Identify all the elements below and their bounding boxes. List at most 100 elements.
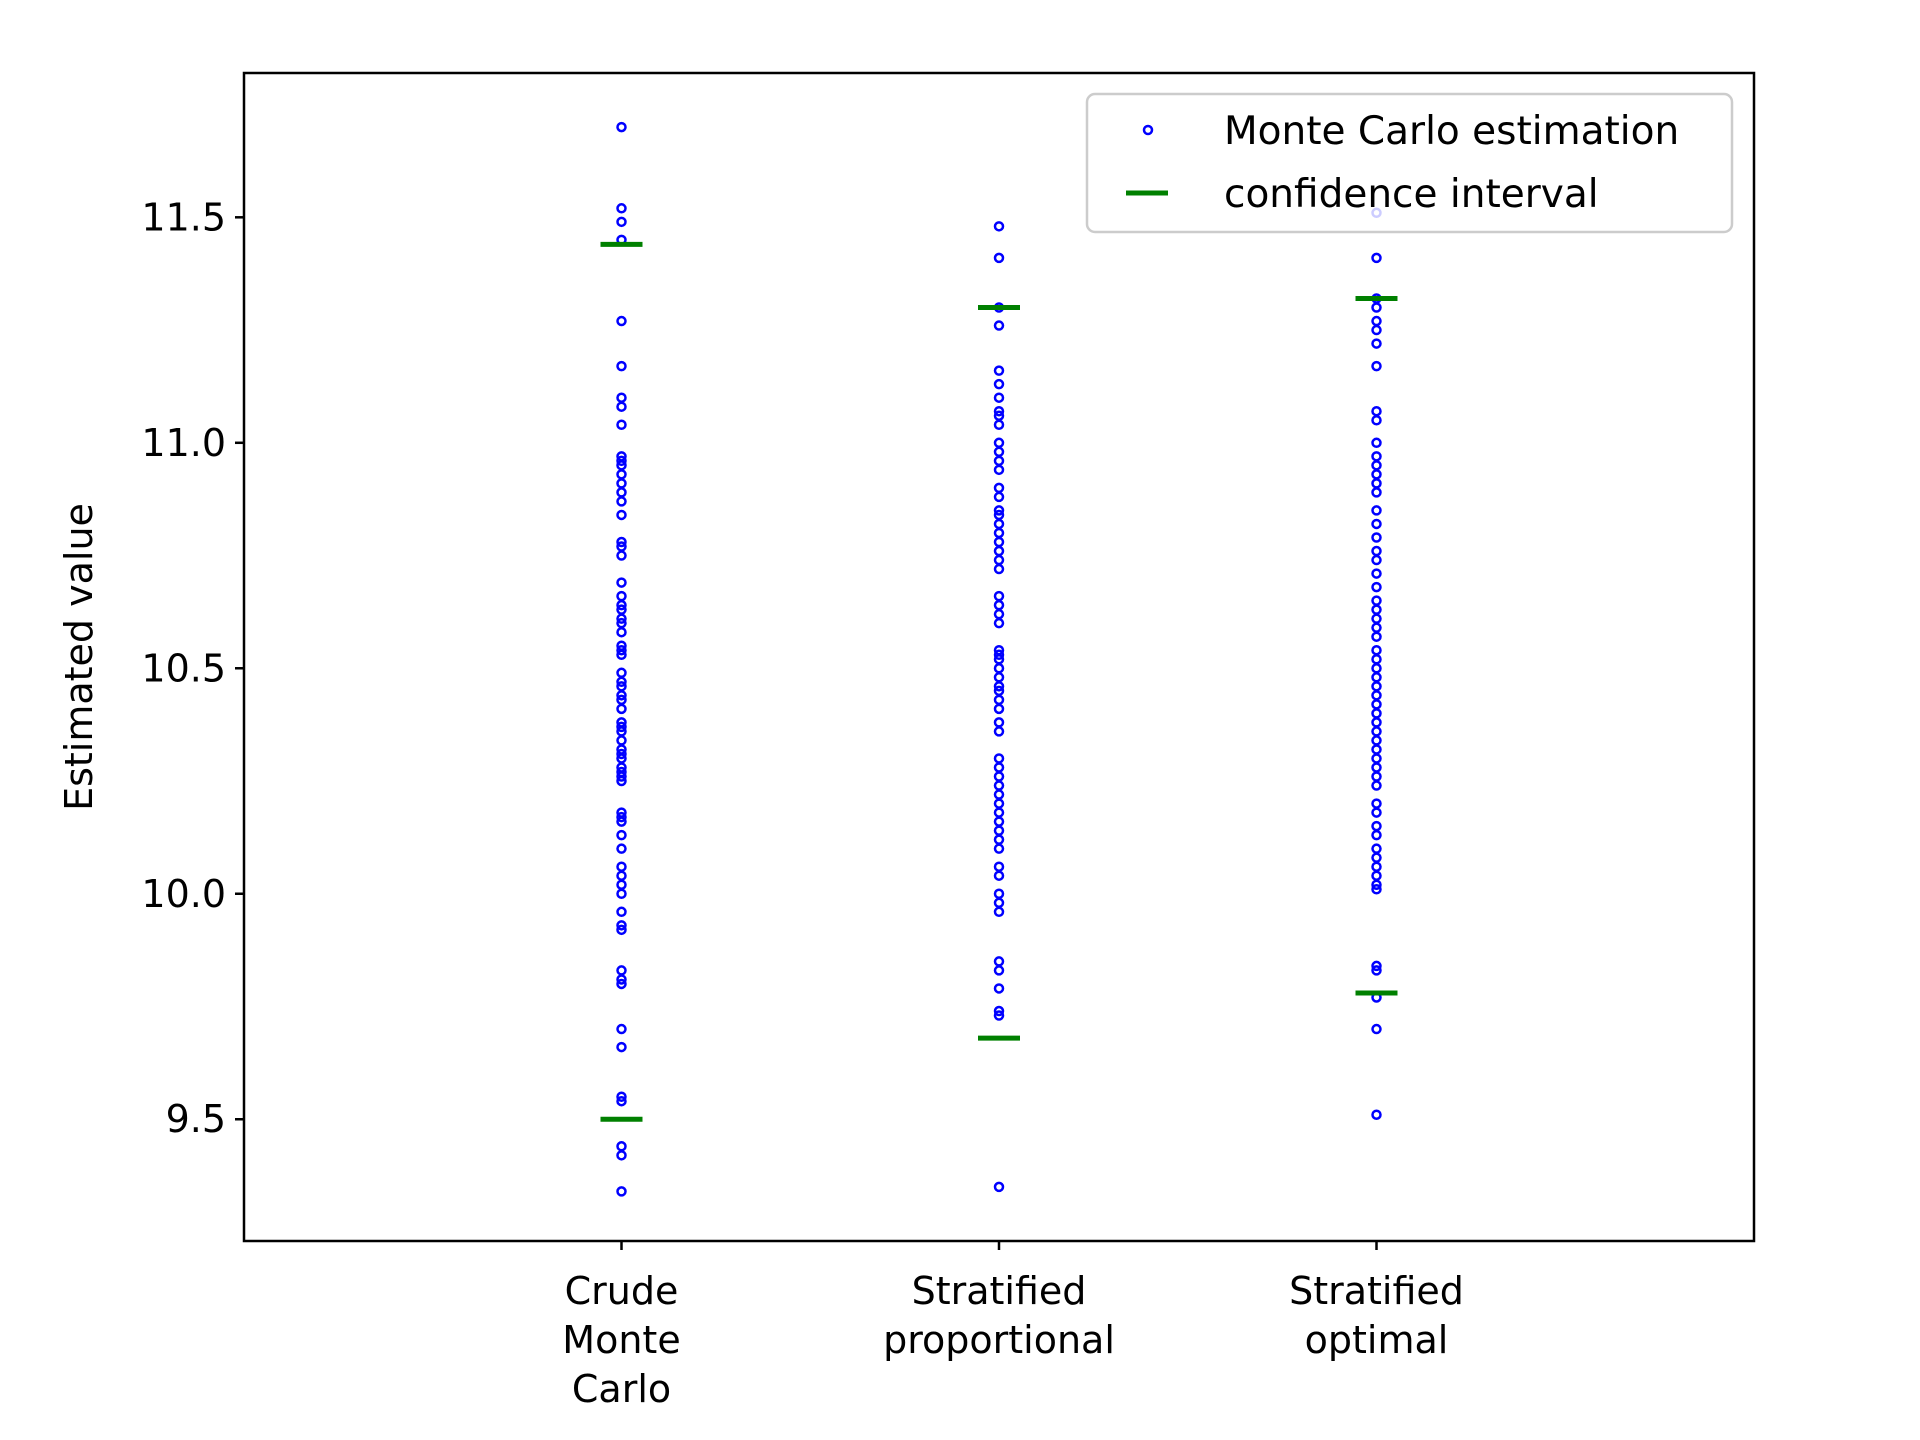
estimate-point — [616, 771, 627, 782]
estimate-point — [1371, 631, 1382, 642]
estimate-point — [616, 843, 627, 854]
estimate-point — [1371, 518, 1382, 530]
estimate-point — [616, 599, 627, 611]
estimate-point — [616, 920, 627, 931]
estimate-point — [993, 1005, 1005, 1017]
estimate-point — [616, 315, 627, 327]
estimate-point — [1371, 780, 1382, 791]
y-tick-label: 10.5 — [141, 646, 226, 690]
estimate-point — [993, 965, 1005, 976]
estimate-point — [616, 1023, 627, 1035]
y-tick-label: 11.5 — [141, 195, 226, 239]
estimate-point — [993, 419, 1005, 431]
estimate-point — [993, 221, 1005, 232]
estimate-point — [1371, 252, 1382, 264]
estimate-point — [616, 1041, 627, 1053]
estimate-point — [993, 1010, 1005, 1021]
estimate-point — [993, 252, 1005, 264]
estimate-point — [1371, 302, 1382, 313]
x-tick-label: Stratified — [1289, 1269, 1464, 1313]
y-tick-label: 11.0 — [141, 421, 226, 465]
x-tick-label: Stratified — [912, 1269, 1087, 1313]
estimate-point — [616, 550, 627, 561]
estimate-point — [1371, 324, 1382, 336]
estimate-point — [616, 1186, 627, 1197]
estimate-point — [1371, 879, 1382, 890]
estimate-point — [616, 721, 627, 733]
estimate-point — [993, 681, 1005, 692]
estimate-point — [993, 726, 1005, 737]
y-tick-label: 9.5 — [166, 1097, 226, 1141]
y-axis-label: Estimated value — [57, 503, 101, 811]
estimate-point — [616, 613, 627, 624]
estimate-point — [993, 843, 1005, 854]
estimate-point — [616, 978, 627, 990]
x-tick-label: Crude — [565, 1269, 679, 1313]
estimate-point — [993, 378, 1005, 390]
estimate-point — [993, 505, 1005, 516]
estimate-point — [1371, 532, 1382, 543]
estimate-point — [616, 775, 627, 787]
estimate-point — [616, 924, 627, 936]
estimate-point — [616, 974, 627, 985]
estimate-point — [616, 644, 627, 656]
legend: Monte Carlo estimation confidence interv… — [1085, 92, 1734, 234]
estimate-point — [1371, 487, 1382, 498]
x-tick-label: proportional — [883, 1318, 1115, 1362]
estimate-point — [616, 509, 627, 521]
estimate-point — [1371, 1023, 1382, 1035]
estimate-point — [616, 360, 627, 372]
estimate-point — [1371, 414, 1382, 426]
estimate-point — [1371, 505, 1382, 516]
y-tick-label: 10.0 — [141, 872, 226, 916]
estimate-point — [616, 1091, 627, 1102]
estimate-point — [993, 1181, 1005, 1193]
estimate-point — [1371, 1109, 1382, 1120]
estimate-point — [1371, 960, 1382, 972]
estimate-point — [616, 906, 627, 918]
estimate-point — [616, 888, 627, 900]
estimate-point — [616, 1095, 627, 1107]
estimate-point — [616, 649, 627, 660]
estimate-point — [993, 464, 1005, 476]
legend-label-estimation: Monte Carlo estimation — [1224, 109, 1679, 154]
estimate-point — [1371, 807, 1382, 818]
estimate-point — [1371, 554, 1382, 566]
estimate-point — [616, 121, 627, 133]
estimate-point — [616, 455, 627, 467]
legend-point-marker — [1142, 124, 1154, 136]
estimate-point — [993, 365, 1005, 376]
estimate-point — [993, 320, 1005, 331]
x-tick-label: Monte — [562, 1318, 680, 1362]
estimate-point — [1371, 581, 1382, 593]
estimate-point — [993, 563, 1005, 575]
data-marks — [600, 121, 1398, 1197]
x-tick-label: optimal — [1305, 1318, 1449, 1362]
estimate-point — [616, 203, 627, 214]
estimate-point — [1371, 338, 1382, 349]
estimate-point — [1371, 568, 1382, 579]
legend-label-interval: confidence interval — [1224, 172, 1599, 217]
estimate-point — [616, 748, 627, 760]
y-axis: 9.5 10.0 10.5 11.0 11.5 — [141, 195, 244, 1141]
estimate-point — [616, 577, 627, 588]
estimate-point — [616, 816, 627, 827]
estimate-point — [616, 536, 627, 548]
estimate-point — [1371, 829, 1382, 841]
estimate-point — [616, 419, 627, 431]
legend-box — [1085, 92, 1734, 234]
x-axis: Crude Monte Carlo Stratified proportional Str… — [562, 1241, 1464, 1411]
estimate-point — [616, 1150, 627, 1161]
estimate-point — [993, 392, 1005, 403]
plot-area — [242, 71, 1756, 1243]
estimate-point — [616, 676, 627, 688]
estimate-point — [993, 870, 1005, 881]
estimate-point — [616, 811, 627, 823]
estimate-point — [993, 617, 1005, 629]
estimate-point — [616, 690, 627, 701]
estimate-point — [1371, 883, 1382, 895]
estimate-point — [993, 649, 1005, 660]
estimate-point — [1371, 360, 1382, 372]
estimate-point — [993, 906, 1005, 918]
estimate-point — [1371, 965, 1382, 976]
